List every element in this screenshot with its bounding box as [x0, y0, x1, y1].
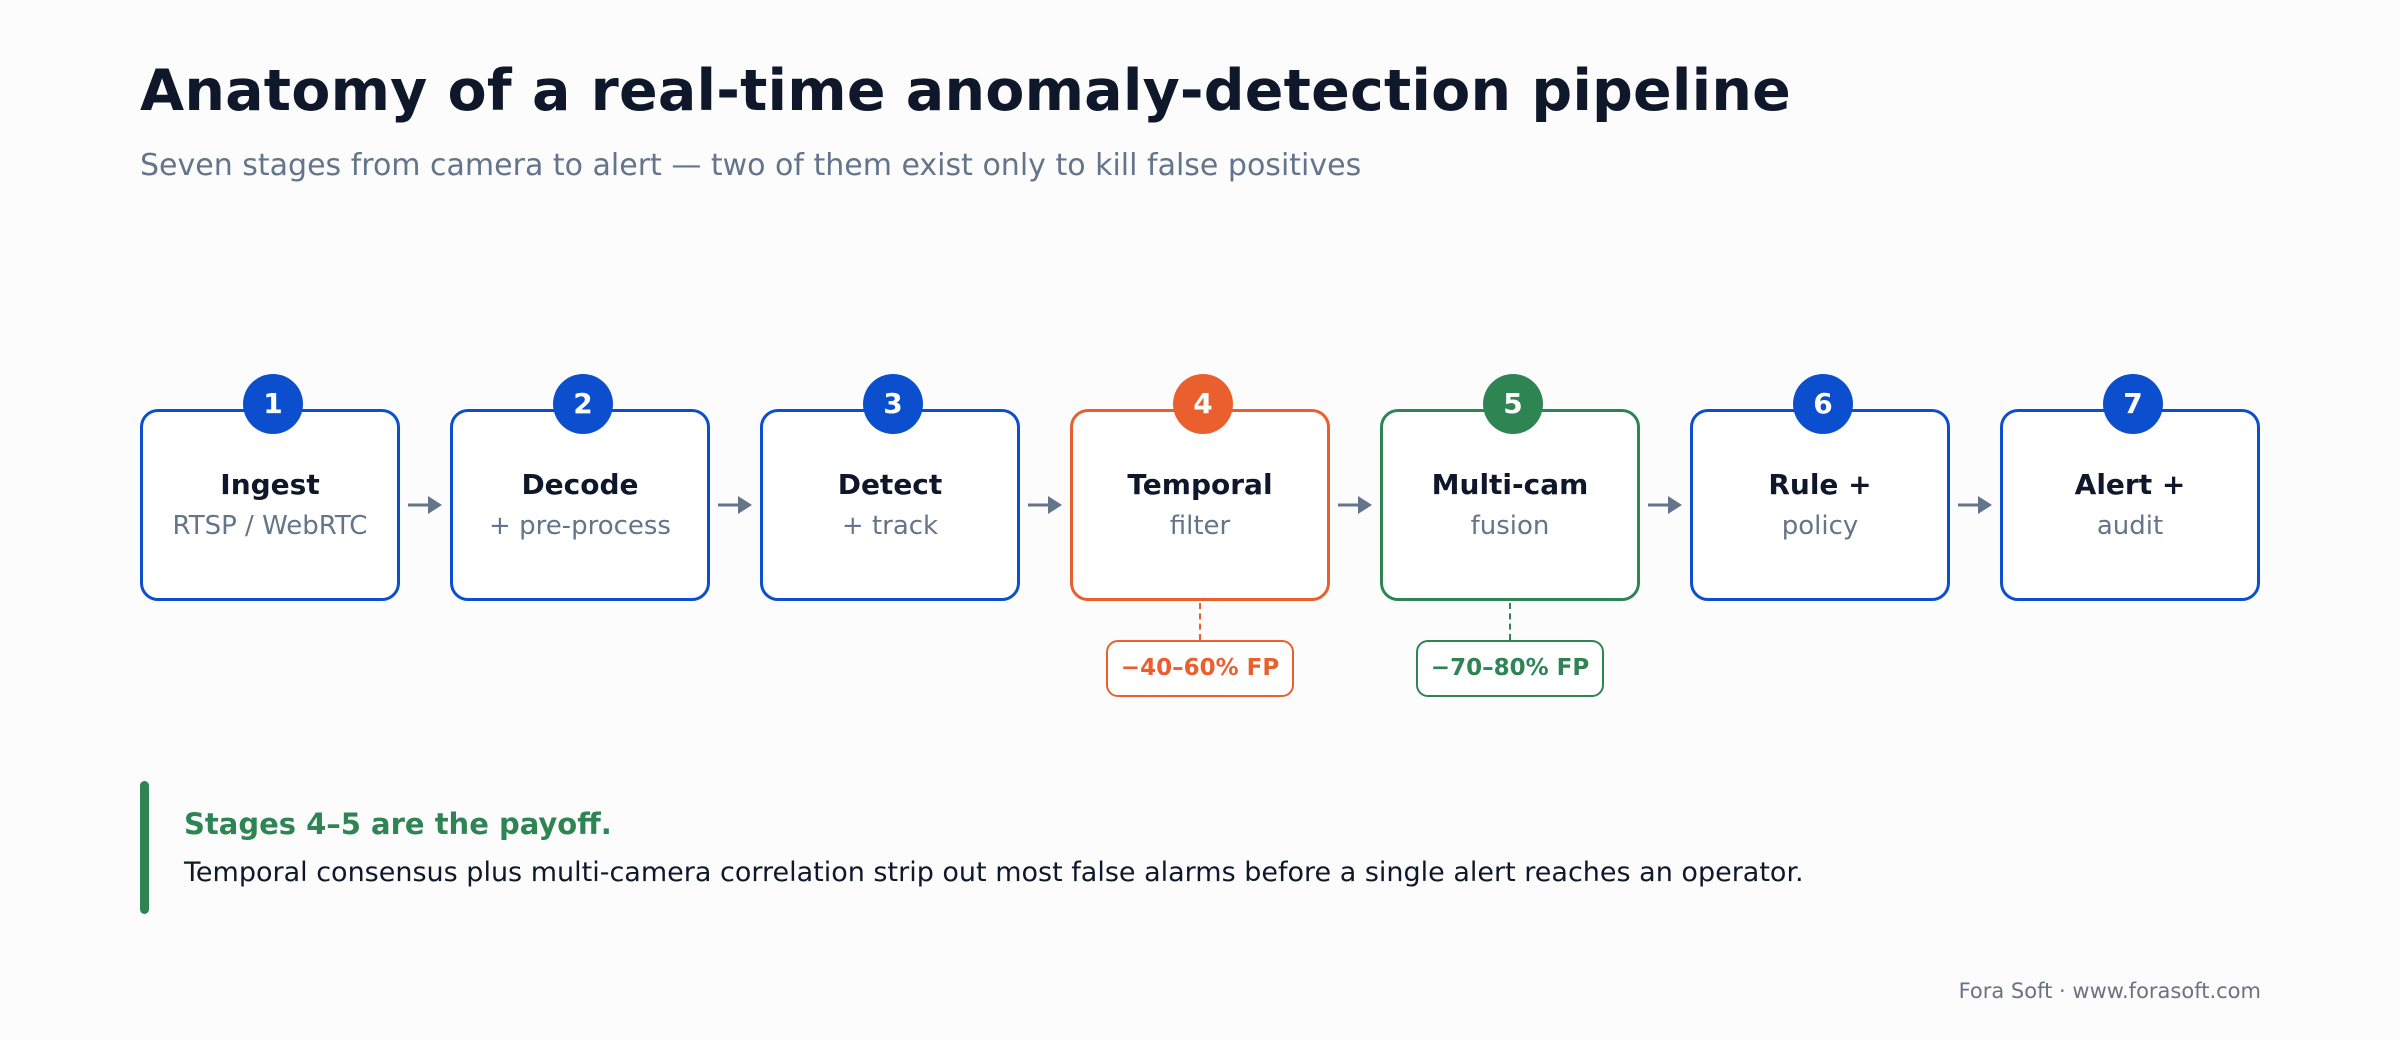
stage-subtitle: RTSP / WebRTC: [172, 511, 368, 541]
arrow-right-icon: [718, 496, 752, 514]
stage-rule: 6 Rule + policy: [1690, 374, 1950, 601]
stage-temporal: 4 Temporal filter: [1070, 374, 1330, 601]
temporal-fp-reduction-tag: −40–60% FP: [1106, 640, 1294, 697]
stage-subtitle: fusion: [1470, 511, 1550, 541]
stage-title: Decode: [521, 468, 639, 501]
stage-title: Detect: [837, 468, 943, 501]
stage-title: Ingest: [220, 468, 320, 501]
stage-number-badge: 1: [243, 374, 303, 434]
multi-cam-fp-reduction-tag: −70–80% FP: [1416, 640, 1604, 697]
stage-number-badge: 7: [2103, 374, 2163, 434]
arrow-right-icon: [1958, 496, 1992, 514]
stage-number-badge: 2: [553, 374, 613, 434]
callout-title: Stages 4–5 are the payoff.: [184, 807, 612, 841]
arrow-right-icon: [1648, 496, 1682, 514]
stage-number-badge: 3: [863, 374, 923, 434]
stage-subtitle: policy: [1781, 511, 1859, 541]
arrow-right-icon: [1338, 496, 1372, 514]
page-title: Anatomy of a real-time anomaly-detection…: [140, 58, 1792, 124]
stage-number-badge: 4: [1173, 374, 1233, 434]
stage-subtitle: + track: [841, 511, 939, 541]
arrow-right-icon: [1028, 496, 1062, 514]
stage-subtitle: audit: [2096, 511, 2164, 541]
footer-credit: Fora Soft · www.forasoft.com: [1958, 979, 2261, 1003]
stage-multi-cam: 5 Multi-cam fusion: [1380, 374, 1640, 601]
callout-accent-bar: [140, 781, 149, 914]
stage-ingest: 1 Ingest RTSP / WebRTC: [140, 374, 400, 601]
stage-title: Temporal: [1127, 468, 1273, 501]
temporal-fp-connector: [1199, 603, 1201, 640]
stage-title: Multi-cam: [1431, 468, 1589, 501]
stage-number-badge: 6: [1793, 374, 1853, 434]
multi-cam-fp-connector: [1509, 603, 1511, 640]
stage-number-badge: 5: [1483, 374, 1543, 434]
stage-subtitle: + pre-process: [489, 511, 671, 541]
arrow-right-icon: [408, 496, 442, 514]
stage-title: Alert +: [2074, 468, 2186, 501]
stage-subtitle: filter: [1169, 511, 1231, 541]
stage-detect: 3 Detect + track: [760, 374, 1020, 601]
page-subtitle: Seven stages from camera to alert — two …: [140, 148, 1362, 183]
stage-decode: 2 Decode + pre-process: [450, 374, 710, 601]
stage-alert: 7 Alert + audit: [2000, 374, 2260, 601]
stage-title: Rule +: [1768, 468, 1872, 501]
callout-body: Temporal consensus plus multi-camera cor…: [184, 857, 1804, 888]
